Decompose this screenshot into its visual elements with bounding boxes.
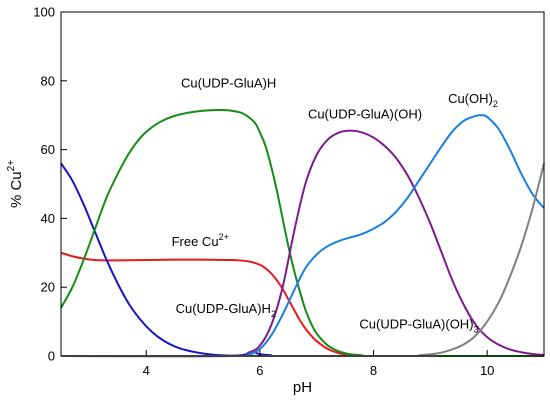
y-tick-label: 40 — [41, 211, 55, 226]
series-label-h2: Cu(UDP-GluA)H2 — [176, 301, 276, 319]
x-tick-label: 8 — [370, 363, 377, 378]
x-tick-label: 10 — [480, 363, 494, 378]
x-tick-label: 4 — [143, 363, 150, 378]
series-label-oh2: Cu(OH)2 — [448, 91, 498, 109]
series-line-h2 — [60, 162, 545, 358]
y-tick-label: 20 — [41, 280, 55, 295]
series-line-oh — [60, 129, 545, 358]
x-tick-label: 6 — [256, 363, 263, 378]
y-axis-title-sup: 2+ — [6, 160, 17, 172]
series-label-h: Cu(UDP-GluA)H — [181, 76, 276, 91]
y-axis-title: % Cu2+ — [6, 160, 25, 208]
series-line-free — [60, 251, 545, 358]
series-label-oh: Cu(UDP-GluA)(OH) — [308, 107, 422, 122]
labels-layer: Cu(UDP-GluA)H Free Cu2+ Cu(UDP-GluA)H2 Cu(U… — [172, 76, 498, 335]
y-tick-label: 0 — [48, 349, 55, 364]
series-line-oh2 — [60, 114, 545, 358]
y-tick-label: 100 — [33, 5, 55, 20]
y-axis-title-base: % Cu — [8, 171, 25, 208]
y-tick-label: 60 — [41, 142, 55, 157]
series-label-oh3: Cu(UDP-GluA)(OH)3 — [359, 316, 478, 334]
y-tick-label: 80 — [41, 73, 55, 88]
series-line-h — [60, 109, 545, 358]
x-axis-title: pH — [293, 379, 312, 396]
series-label-free: Free Cu2+ — [172, 232, 229, 249]
plot-frame — [60, 11, 545, 357]
